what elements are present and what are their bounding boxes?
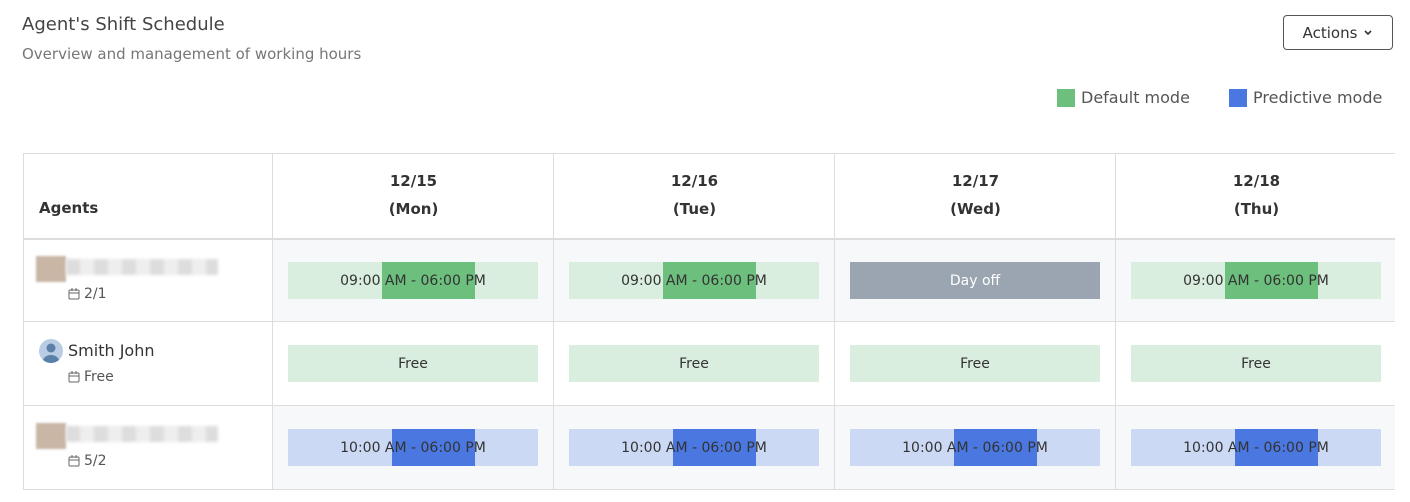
shift-highlight	[392, 429, 475, 466]
shift-bar: Free	[569, 345, 819, 382]
shift-label: Day off	[949, 272, 1001, 289]
legend-label: Default mode	[1081, 88, 1190, 107]
shift-bar: 10:00 AM - 06:00 PM	[569, 429, 819, 466]
shift-label: Free	[960, 355, 990, 372]
shift-label: 10:00 AM - 06:00 PM	[340, 439, 486, 456]
legend-item: Default mode	[1057, 88, 1190, 107]
actions-button[interactable]: Actions	[1283, 15, 1393, 50]
shift-bar: 09:00 AM - 06:00 PM	[1131, 262, 1381, 299]
row-divider	[24, 321, 1395, 322]
shift-label: 09:00 AM - 06:00 PM	[621, 272, 767, 289]
name-blurred	[66, 259, 218, 275]
shift-bar: Free	[288, 345, 538, 382]
shift-label: 09:00 AM - 06:00 PM	[1183, 272, 1329, 289]
day-weekday: (Tue)	[672, 200, 717, 218]
day-weekday: (Mon)	[388, 200, 439, 218]
count-text: Free	[84, 369, 114, 385]
count-text: 2/1	[84, 286, 107, 302]
shift-bar: 10:00 AM - 06:00 PM	[288, 429, 538, 466]
avatar	[39, 339, 63, 363]
day-date: 12/15	[389, 172, 438, 190]
shift-highlight	[673, 429, 756, 466]
schedule-table: Agents 12/15 (Mon) 12/16 (Tue) 12/17 (Wed) 12/1…	[23, 153, 1395, 490]
shift-bar: Free	[850, 345, 1100, 382]
shift-label: Free	[679, 355, 709, 372]
day-date: 12/16	[670, 172, 719, 190]
shift-bar: Free	[1131, 345, 1381, 382]
shift-label: 09:00 AM - 06:00 PM	[340, 272, 486, 289]
day-date: 12/18	[1232, 172, 1281, 190]
shift-label: 10:00 AM - 06:00 PM	[1183, 439, 1329, 456]
day-weekday: (Wed)	[950, 200, 1001, 218]
button-label[interactable]: Actions	[1302, 23, 1358, 42]
name-blurred	[66, 426, 218, 442]
day-weekday: (Thu)	[1233, 200, 1280, 218]
agent-count: Free	[68, 369, 114, 385]
shift-highlight	[1235, 429, 1318, 466]
agent-name: Smith John	[68, 341, 155, 360]
shift-label: 10:00 AM - 06:00 PM	[902, 439, 1048, 456]
title: Agent's Shift Schedule	[22, 14, 225, 35]
calendar-icon	[68, 288, 80, 300]
count-text: 5/2	[84, 453, 107, 469]
shift-highlight	[1225, 262, 1318, 299]
agent-count: 2/1	[68, 286, 107, 302]
shift-bar: Day off	[850, 262, 1100, 299]
row-divider	[24, 405, 1395, 406]
shift-bar: 09:00 AM - 06:00 PM	[288, 262, 538, 299]
avatar-blurred	[36, 256, 66, 282]
shift-label: 10:00 AM - 06:00 PM	[621, 439, 767, 456]
chevron	[1364, 29, 1372, 35]
agents-header: Agents	[39, 199, 99, 217]
agent-count: 5/2	[68, 453, 107, 469]
subtitle: Overview and management of working hours	[22, 45, 362, 63]
shift-label: Free	[398, 355, 428, 372]
legend-item: Predictive mode	[1229, 88, 1382, 107]
header-divider	[24, 238, 1395, 240]
calendar-icon	[68, 371, 80, 383]
day-date: 12/17	[951, 172, 1000, 190]
shift-label: Free	[1241, 355, 1271, 372]
shift-bar: 10:00 AM - 06:00 PM	[850, 429, 1100, 466]
shift-bar: 09:00 AM - 06:00 PM	[569, 262, 819, 299]
shift-highlight	[663, 262, 756, 299]
shift-highlight	[954, 429, 1037, 466]
legend-swatch	[1057, 88, 1075, 107]
shift-bar: 10:00 AM - 06:00 PM	[1131, 429, 1381, 466]
avatar-blurred	[36, 423, 66, 449]
legend-swatch	[1229, 88, 1247, 107]
shift-highlight	[382, 262, 475, 299]
legend-label: Predictive mode	[1253, 88, 1383, 107]
calendar-icon	[68, 455, 80, 467]
